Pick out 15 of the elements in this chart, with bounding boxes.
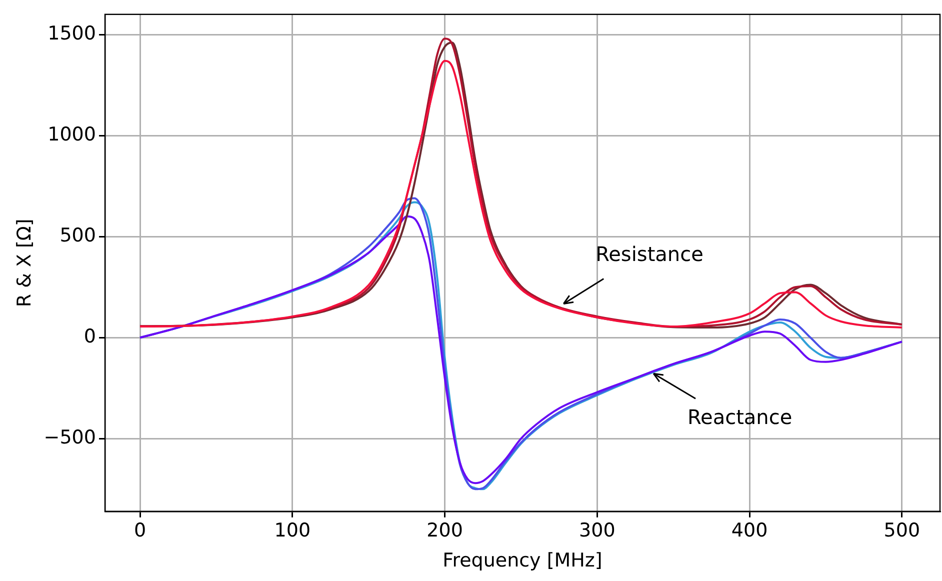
x-tick-label: 500 <box>884 520 920 542</box>
annotation: Reactance <box>688 404 792 429</box>
y-tick-label: −500 <box>44 426 96 449</box>
y-tick-label: 500 <box>60 224 96 247</box>
y-tick-label: 0 <box>84 326 96 348</box>
x-axis-title: Frequency [MHz] <box>442 550 602 572</box>
annotation: Resistance <box>596 242 704 266</box>
x-tick-label: 400 <box>731 520 768 542</box>
x-tick-label: 100 <box>274 520 311 542</box>
x-tick-label: 200 <box>426 520 463 542</box>
y-axis-title: R & X [Ω] <box>13 218 36 308</box>
y-tick-label: 1500 <box>48 22 96 45</box>
x-tick-label: 0 <box>134 520 146 542</box>
x-tick-label: 300 <box>579 520 616 542</box>
y-tick-label: 1000 <box>48 124 96 146</box>
